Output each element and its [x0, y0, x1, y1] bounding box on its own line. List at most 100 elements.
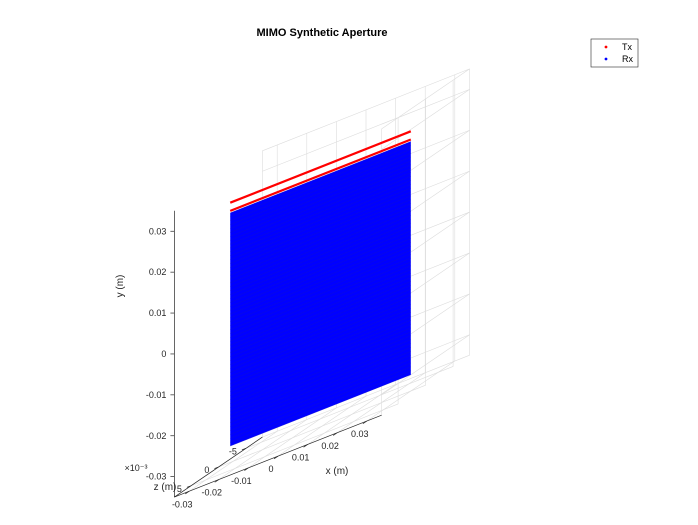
rx-point-row-21	[230, 292, 411, 365]
rx-point-row-16	[230, 312, 411, 385]
rx-point-row-47	[230, 191, 411, 264]
legend-rx-marker	[604, 57, 608, 61]
rx-point-row-58	[230, 149, 411, 221]
z-axis-exponent: ×10⁻³	[124, 463, 147, 473]
z-axis-label: z (m)	[154, 482, 177, 493]
z-tick-mark-2	[186, 485, 192, 488]
legend-tx-label: Tx	[622, 42, 632, 52]
rx-point-row-0	[230, 374, 411, 447]
rx-point-row-19	[230, 300, 411, 373]
rx-point-row-22	[230, 289, 411, 361]
z-tick-mark-0	[241, 448, 247, 451]
rx-point-row-45	[230, 199, 411, 272]
y-tick-label-5: 0.02	[149, 267, 167, 277]
x-tick-label-0: -0.03	[172, 499, 193, 509]
rx-point-row-41	[230, 215, 411, 287]
rx-point-row-30	[230, 257, 411, 330]
rx-point-row-6	[230, 351, 411, 423]
rx-point-row-31	[230, 254, 411, 326]
rx-point-row-2	[230, 366, 411, 439]
rx-point-row-53	[230, 168, 411, 241]
y-tick-label-4: 0.01	[149, 308, 167, 318]
rx-point-row-1	[230, 370, 411, 443]
x-tick-mark-3	[273, 455, 279, 460]
y-axis-label: y (m)	[115, 275, 126, 298]
rx-point-row-48	[230, 188, 411, 260]
rx-point-row-56	[230, 156, 411, 229]
x-tick-label-5: 0.02	[321, 441, 339, 451]
rx-point-row-46	[230, 195, 411, 268]
legend-box	[590, 38, 639, 68]
rx-point-row-12	[230, 327, 411, 400]
z-tick-mark-1	[214, 466, 219, 469]
rx-point-row-14	[230, 320, 411, 392]
rx-point-row-3	[230, 362, 411, 435]
rx-point-row-26	[230, 273, 411, 346]
y-tick-label-6: 0.03	[149, 226, 167, 236]
rx-point-row-20	[230, 296, 411, 369]
rx-point-row-10	[230, 335, 411, 408]
rx-point-row-5	[230, 355, 411, 427]
box-edge-side-top	[381, 68, 470, 130]
y-tick-label-1: -0.02	[146, 431, 167, 441]
rx-point-row-38	[230, 226, 411, 299]
x-tick-label-4: 0.01	[292, 452, 310, 462]
rx-point-row-43	[230, 207, 411, 280]
plot-data	[229, 130, 412, 447]
rx-point-row-25	[230, 277, 411, 350]
chart-title: MIMO Synthetic Aperture	[257, 27, 388, 39]
x-tick-mark-0	[185, 490, 190, 495]
grid-line-floor-z-2	[190, 403, 399, 487]
y-tick-label-0: -0.03	[146, 472, 167, 482]
rx-point-row-11	[230, 331, 411, 404]
rx-point-row-29	[230, 261, 411, 334]
x-tick-label-3: 0	[268, 464, 273, 474]
tx-points-line-1	[229, 138, 412, 212]
rx-point-row-57	[230, 153, 411, 225]
x-tick-mark-2	[244, 467, 249, 471]
z-tick-label-2: 5	[177, 484, 182, 494]
grid-line-back-y-6	[262, 89, 470, 172]
rx-point-row-28	[230, 265, 411, 338]
x-tick-label-2: -0.01	[231, 476, 252, 486]
z-tick-label-0: -5	[229, 446, 237, 456]
rx-point-row-33	[230, 246, 411, 319]
rx-point-row-34	[230, 242, 411, 315]
rx-point-row-15	[230, 316, 411, 388]
rx-point-row-35	[230, 238, 411, 311]
x-tick-label-6: 0.03	[351, 429, 369, 439]
rx-point-row-40	[230, 219, 411, 291]
x-tick-label-1: -0.02	[202, 488, 223, 498]
rx-point-row-42	[230, 211, 411, 284]
rx-point-row-60	[230, 141, 411, 214]
rx-point-row-55	[230, 160, 411, 233]
rx-point-row-27	[230, 269, 411, 342]
legend-tx-marker	[604, 45, 608, 49]
rx-point-row-24	[230, 281, 411, 353]
legend: Tx Rx	[590, 38, 639, 68]
box-edge-back-bottom	[262, 354, 470, 438]
tick-labels: -0.03 -0.02 -0.01 0 0.01 0.02 0.03 -0.03 -0.02 -0…	[146, 226, 369, 509]
rx-point-row-32	[230, 250, 411, 322]
rx-point-row-44	[230, 203, 411, 276]
rx-point-row-36	[230, 234, 411, 307]
rx-point-row-39	[230, 222, 411, 295]
rx-point-row-52	[230, 172, 411, 245]
rx-point-row-17	[230, 308, 411, 381]
x-tick-mark-5	[333, 432, 338, 436]
box-edge-back-top	[262, 68, 470, 152]
rx-point-row-13	[230, 324, 411, 396]
rx-point-row-4	[230, 358, 411, 431]
rx-point-row-59	[230, 145, 411, 217]
y-tick-label-2: -0.01	[146, 390, 167, 400]
rx-point-row-50	[230, 180, 411, 252]
rx-point-row-18	[230, 304, 411, 377]
y-tick-label-3: 0	[161, 349, 166, 359]
x-tick-mark-6	[362, 420, 367, 425]
grid-line-floor-z-1	[218, 384, 426, 468]
x-axis-label: x (m)	[326, 466, 349, 477]
rx-point-row-23	[230, 285, 411, 357]
rx-point-row-9	[230, 339, 411, 412]
rx-point-row-37	[230, 230, 411, 303]
